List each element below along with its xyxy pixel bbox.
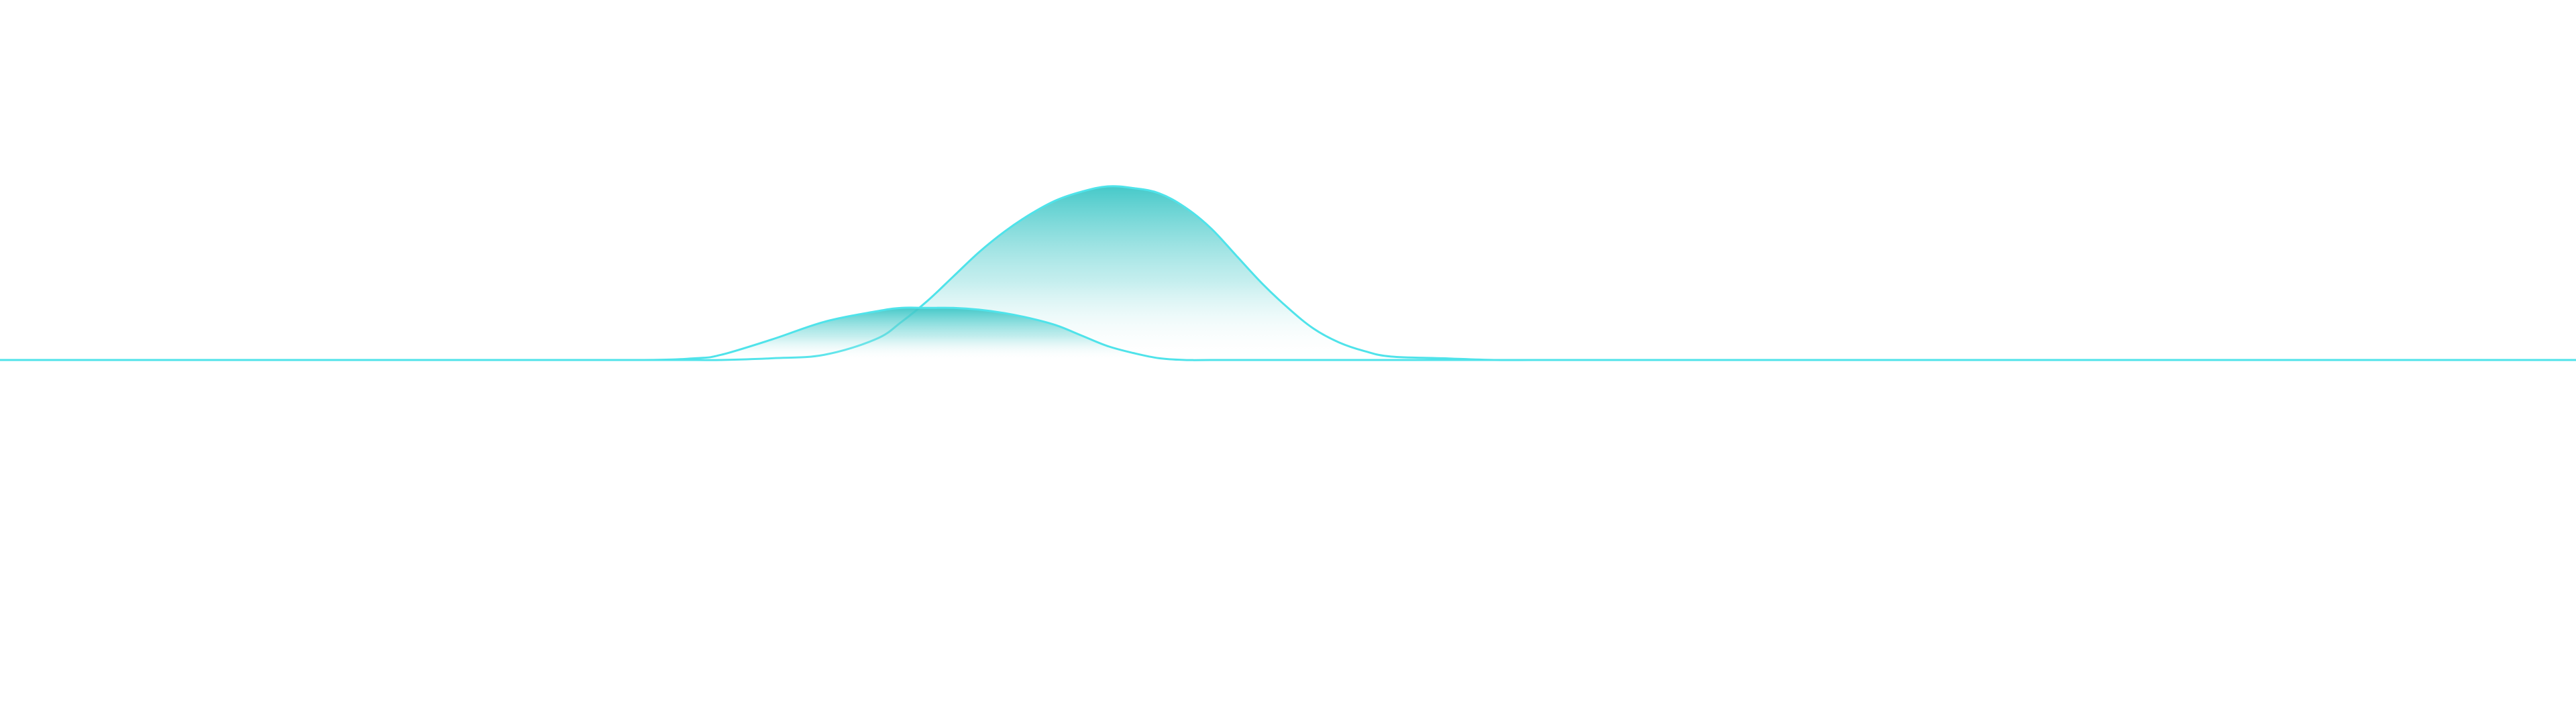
- series-1-area: [0, 186, 2576, 361]
- series-layer: [0, 185, 2576, 361]
- series-2-line: [0, 306, 2576, 361]
